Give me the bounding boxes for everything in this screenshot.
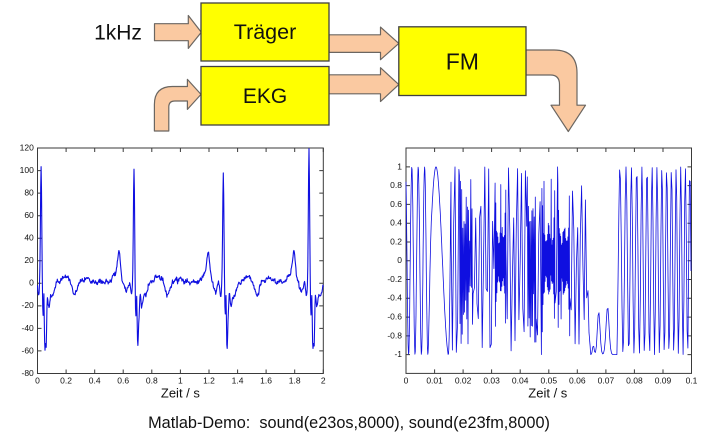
- svg-text:0: 0: [29, 278, 34, 288]
- svg-text:0.06: 0.06: [569, 376, 586, 386]
- svg-text:0.8: 0.8: [390, 180, 402, 190]
- svg-text:0.6: 0.6: [390, 199, 402, 209]
- svg-text:60: 60: [24, 210, 34, 220]
- svg-text:0.01: 0.01: [426, 376, 443, 386]
- svg-text:-20: -20: [22, 300, 35, 310]
- svg-text:1.6: 1.6: [260, 376, 272, 386]
- svg-text:0.2: 0.2: [60, 376, 72, 386]
- svg-text:Zeit / s: Zeit / s: [528, 386, 568, 401]
- svg-text:0.8: 0.8: [146, 376, 158, 386]
- svg-text:FM: FM: [446, 49, 479, 75]
- svg-text:1: 1: [178, 376, 183, 386]
- svg-text:Träger: Träger: [234, 20, 297, 44]
- svg-text:EKG: EKG: [243, 85, 287, 108]
- svg-text:0.02: 0.02: [455, 376, 472, 386]
- svg-text:0.09: 0.09: [655, 376, 672, 386]
- svg-text:0.08: 0.08: [626, 376, 643, 386]
- svg-text:-1: -1: [394, 349, 402, 359]
- svg-text:40: 40: [24, 233, 34, 243]
- svg-text:Zeit / s: Zeit / s: [161, 386, 201, 401]
- svg-text:0.2: 0.2: [390, 236, 402, 246]
- svg-text:1kHz: 1kHz: [94, 22, 142, 45]
- svg-text:0.4: 0.4: [390, 218, 402, 228]
- svg-text:0.1: 0.1: [686, 376, 698, 386]
- svg-text:2: 2: [321, 376, 326, 386]
- svg-text:-0.8: -0.8: [387, 330, 402, 340]
- svg-text:-40: -40: [22, 323, 35, 333]
- svg-text:0: 0: [397, 255, 402, 265]
- svg-text:Matlab-Demo: sound(e23os,8000: Matlab-Demo: sound(e23os,8000), sound(e2…: [148, 414, 550, 432]
- svg-text:1: 1: [397, 161, 402, 171]
- svg-text:0.04: 0.04: [512, 376, 529, 386]
- svg-text:0.05: 0.05: [541, 376, 558, 386]
- svg-text:1.8: 1.8: [289, 376, 301, 386]
- svg-text:1.4: 1.4: [232, 376, 244, 386]
- svg-text:-0.6: -0.6: [387, 312, 402, 322]
- svg-text:-0.4: -0.4: [387, 293, 402, 303]
- svg-text:0.07: 0.07: [598, 376, 615, 386]
- svg-text:0: 0: [35, 376, 40, 386]
- svg-text:0.03: 0.03: [483, 376, 500, 386]
- svg-text:-60: -60: [22, 345, 35, 355]
- svg-text:100: 100: [20, 165, 34, 175]
- svg-text:80: 80: [24, 188, 34, 198]
- svg-text:120: 120: [20, 142, 34, 152]
- svg-text:-0.2: -0.2: [387, 274, 402, 284]
- svg-text:0.4: 0.4: [89, 376, 101, 386]
- svg-text:1.2: 1.2: [203, 376, 215, 386]
- svg-text:-80: -80: [22, 368, 35, 378]
- svg-text:0.6: 0.6: [117, 376, 129, 386]
- svg-text:20: 20: [24, 255, 34, 265]
- svg-text:0: 0: [404, 376, 409, 386]
